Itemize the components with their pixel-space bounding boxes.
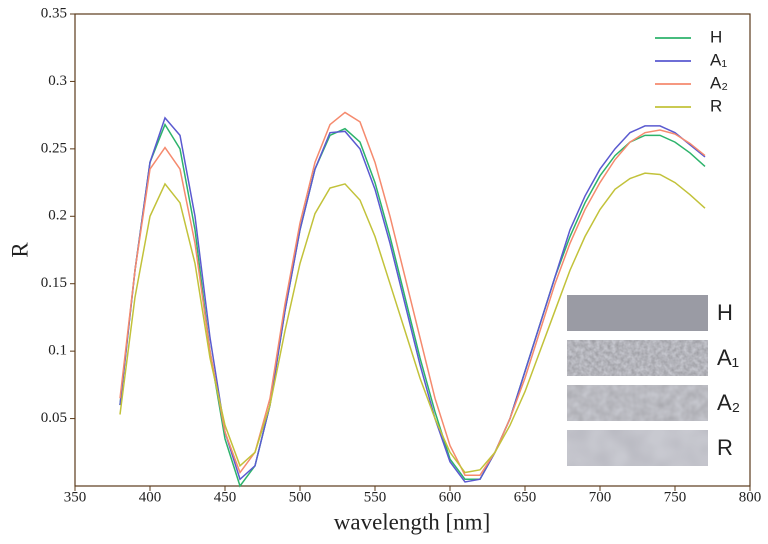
legend-label: A₂ — [710, 73, 728, 92]
inset-label: A₁ — [717, 345, 739, 370]
swatch-a2-texture — [567, 385, 708, 421]
swatch-r-texture — [567, 430, 708, 466]
y-tick-label: 0.15 — [41, 275, 67, 291]
legend-label: H — [710, 27, 722, 46]
inset-label: A₂ — [717, 390, 740, 415]
plot-frame — [74, 13, 751, 487]
x-tick-label: 750 — [664, 489, 687, 505]
x-axis-label: wavelength [nm] — [334, 509, 490, 534]
series-line — [119, 172, 706, 474]
x-tick-label: 700 — [589, 489, 612, 505]
y-tick-label: 0.3 — [48, 73, 67, 89]
x-tick-label: 550 — [364, 489, 387, 505]
y-tick-label: 0.05 — [41, 410, 67, 426]
y-tick-label: 0.25 — [41, 140, 67, 156]
inset-swatches — [567, 295, 708, 466]
y-axis-label: R — [7, 242, 32, 258]
x-tick-label: 500 — [289, 489, 312, 505]
series-line — [119, 116, 706, 483]
inset-label: R — [717, 435, 733, 460]
x-tick-label: 400 — [139, 489, 162, 505]
x-tick-label: 350 — [64, 489, 87, 505]
x-tick-label: 450 — [214, 489, 237, 505]
y-tick-label: 0.1 — [48, 343, 67, 359]
legend-label: A₁ — [710, 50, 727, 69]
y-tick-label: 0.35 — [41, 5, 67, 21]
swatch-a1-texture — [567, 340, 708, 376]
legend-label: R — [710, 96, 722, 115]
x-tick-label: 800 — [739, 489, 762, 505]
swatch-h — [567, 295, 708, 331]
inset-label: H — [717, 300, 733, 325]
x-tick-label: 600 — [439, 489, 462, 505]
y-tick-label: 0.2 — [48, 208, 67, 224]
x-tick-label: 650 — [514, 489, 537, 505]
